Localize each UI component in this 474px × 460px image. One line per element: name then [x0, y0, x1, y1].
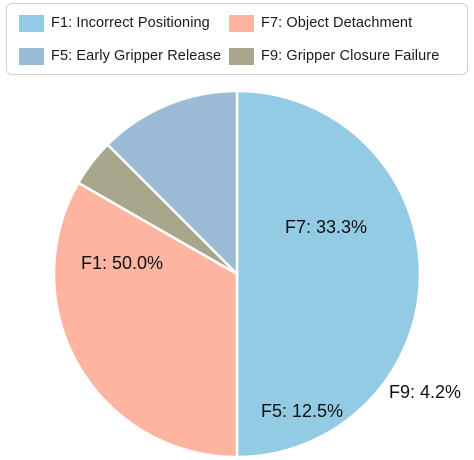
legend-item-f5: F5: Early Gripper Release	[19, 46, 221, 66]
legend-item-f7: F7: Object Detachment	[229, 13, 412, 33]
legend-item-f9: F9: Gripper Closure Failure	[229, 46, 439, 66]
data-label-f5: F5: 12.5%	[261, 401, 343, 421]
data-label-f1: F1: 50.0%	[81, 253, 163, 273]
pie-slice-f5	[105, 89, 239, 278]
legend-swatch-f5	[19, 47, 44, 65]
legend-swatch-f7	[229, 14, 254, 32]
legend-label-f9: F9: Gripper Closure Failure	[261, 48, 440, 64]
legend-label-f5: F5: Early Gripper Release	[51, 48, 222, 64]
legend-swatch-f1	[19, 14, 44, 32]
pie-slice-f1	[235, 89, 422, 459]
legend-swatch-f9	[229, 47, 254, 65]
data-label-f7: F7: 33.3%	[285, 217, 367, 237]
legend-label-f1: F1: Incorrect Positioning	[51, 15, 210, 31]
pie-slice-f7	[52, 181, 239, 459]
chart-legend: F1: Incorrect Positioning F7: Object Det…	[6, 3, 468, 75]
legend-item-f1: F1: Incorrect Positioning	[19, 13, 210, 33]
legend-label-f7: F7: Object Detachment	[261, 15, 413, 31]
data-label-f9: F9: 4.2%	[389, 382, 461, 402]
